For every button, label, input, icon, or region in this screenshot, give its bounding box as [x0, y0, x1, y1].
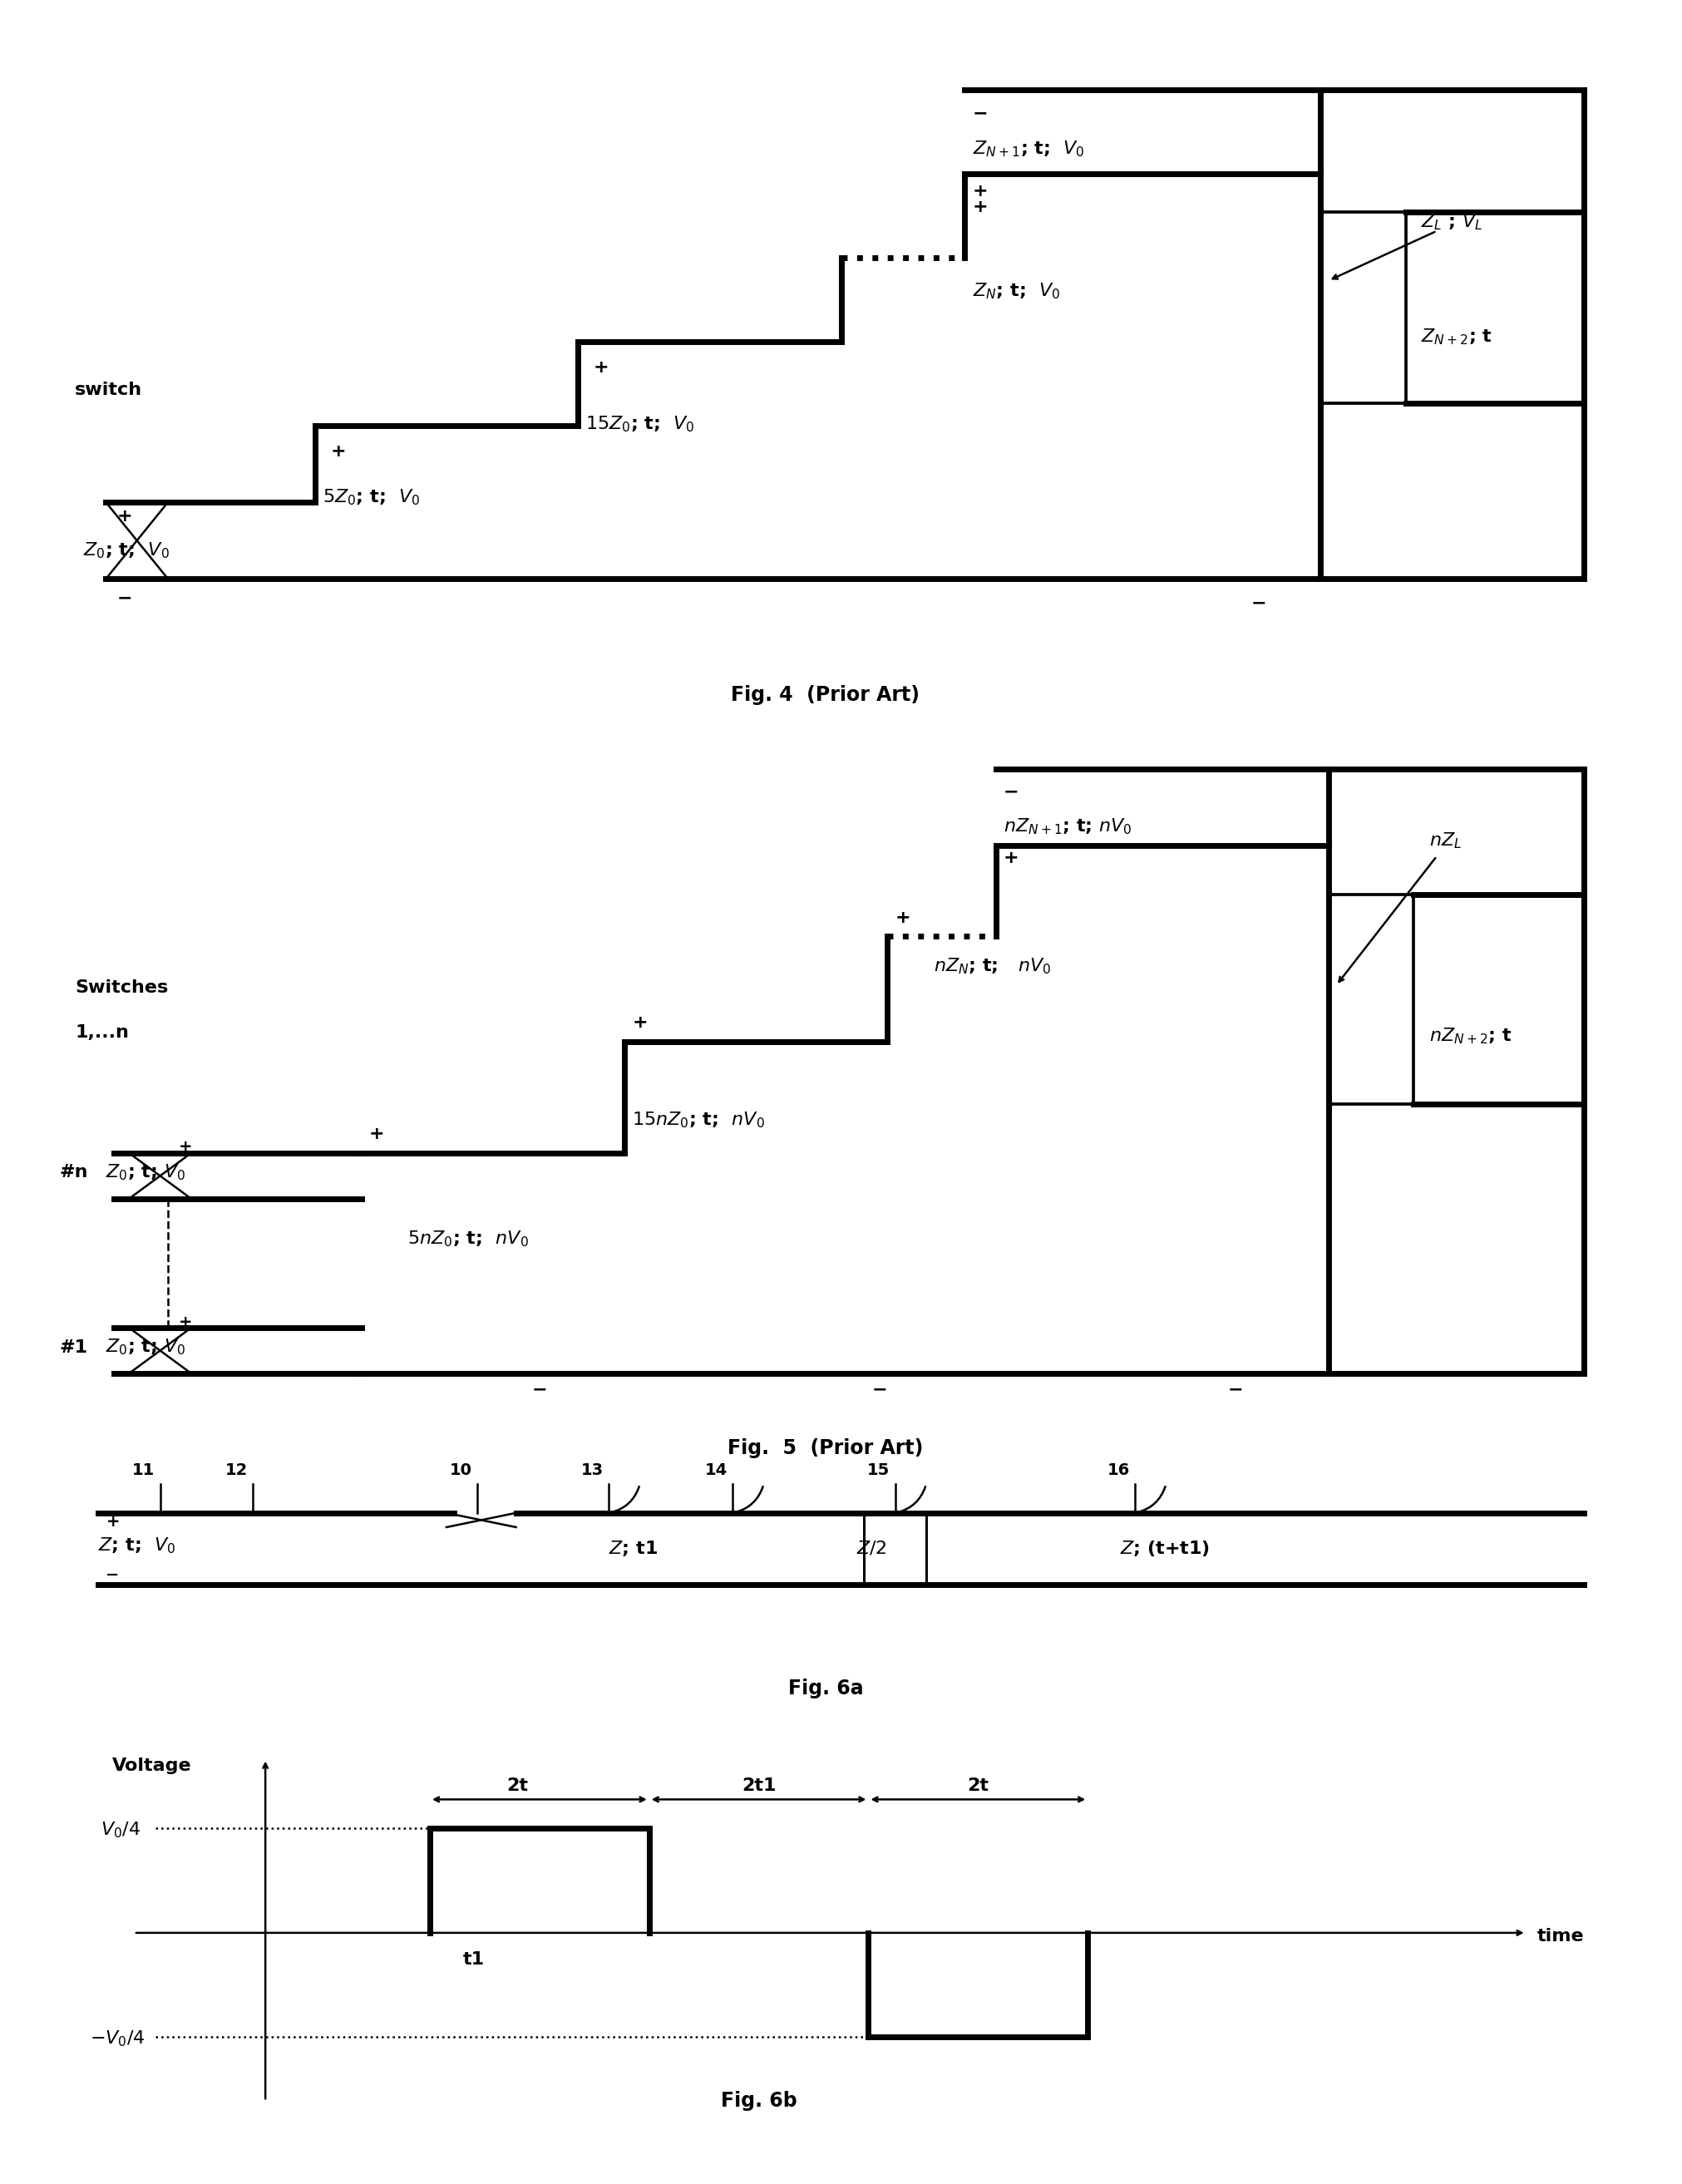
Text: $Z$; (t+t1): $Z$; (t+t1): [1120, 1538, 1209, 1557]
Text: +: +: [116, 509, 133, 524]
Text: Fig.  5  (Prior Art): Fig. 5 (Prior Art): [728, 1437, 923, 1459]
Text: switch: switch: [76, 382, 143, 400]
Text: $nZ_{N+2}$; t: $nZ_{N+2}$; t: [1430, 1026, 1512, 1046]
Text: 13: 13: [580, 1463, 604, 1479]
Text: 2t: 2t: [506, 1778, 528, 1793]
Text: $Z$; t;  $V_0$: $Z$; t; $V_0$: [98, 1535, 177, 1555]
Text: −: −: [1251, 594, 1267, 612]
Text: Fig. 6b: Fig. 6b: [720, 2090, 797, 2112]
Text: time: time: [1537, 1928, 1584, 1946]
Text: +: +: [895, 909, 910, 926]
Text: $Z_0$; t; $V_0$: $Z_0$; t; $V_0$: [106, 1162, 187, 1182]
Text: $Z_{N+2}$; t: $Z_{N+2}$; t: [1421, 328, 1492, 347]
Text: $5nZ_0$; t;  $nV_0$: $5nZ_0$; t; $nV_0$: [407, 1230, 528, 1249]
Text: $Z_0$; t;  $V_0$: $Z_0$; t; $V_0$: [82, 542, 170, 561]
Text: 12: 12: [225, 1463, 247, 1479]
Bar: [865, 1514, 927, 1583]
Text: $nZ_N$; t;   $nV_0$: $nZ_N$; t; $nV_0$: [934, 957, 1051, 976]
Text: −: −: [532, 1380, 547, 1398]
Text: −: −: [1004, 784, 1019, 799]
Bar: [1329, 895, 1413, 1105]
Text: $15Z_0$; t;  $V_0$: $15Z_0$; t; $V_0$: [585, 415, 695, 435]
Text: +: +: [1004, 850, 1019, 867]
Text: #1: #1: [59, 1339, 87, 1356]
Text: +: +: [972, 199, 987, 216]
Text: −: −: [972, 105, 987, 122]
Text: $Z_L$ ; $V_L$: $Z_L$ ; $V_L$: [1421, 212, 1484, 232]
Text: 10: 10: [449, 1463, 473, 1479]
Text: $Z_0$; t; $V_0$: $Z_0$; t; $V_0$: [106, 1337, 187, 1356]
Text: $5Z_0$; t;  $V_0$: $5Z_0$; t; $V_0$: [323, 487, 420, 507]
Text: −: −: [178, 1190, 192, 1208]
Text: $V_0/4$: $V_0/4$: [101, 1821, 141, 1841]
Text: $Z_{N+1}$; t;  $V_0$: $Z_{N+1}$; t; $V_0$: [972, 140, 1085, 159]
Text: Voltage: Voltage: [113, 1758, 192, 1773]
Text: Fig. 6a: Fig. 6a: [787, 1677, 863, 1699]
Text: $Z_N$; t;  $V_0$: $Z_N$; t; $V_0$: [972, 282, 1060, 301]
Text: 11: 11: [133, 1463, 155, 1479]
Text: #n: #n: [59, 1164, 87, 1182]
Text: t1: t1: [463, 1952, 484, 1968]
Bar: [1320, 212, 1406, 402]
Text: $nZ_L$: $nZ_L$: [1430, 830, 1462, 850]
Text: −: −: [116, 590, 133, 607]
Text: +: +: [368, 1127, 385, 1142]
Text: +: +: [178, 1140, 192, 1155]
Text: $nZ_{N+1}$; t; $nV_0$: $nZ_{N+1}$; t; $nV_0$: [1004, 817, 1132, 836]
Text: +: +: [594, 358, 609, 376]
Text: Switches: Switches: [76, 978, 168, 996]
Text: +: +: [178, 1315, 192, 1330]
Text: $Z$; t1: $Z$; t1: [609, 1538, 658, 1557]
Text: $Z/2$: $Z/2$: [856, 1540, 886, 1557]
Text: −: −: [1228, 1380, 1243, 1398]
Text: +: +: [106, 1514, 119, 1529]
Text: −: −: [106, 1568, 119, 1583]
Text: −: −: [871, 1380, 888, 1398]
Text: 1,...n: 1,...n: [76, 1024, 130, 1042]
Text: $-V_0/4$: $-V_0/4$: [89, 2029, 145, 2049]
Text: +: +: [632, 1013, 648, 1031]
Text: 16: 16: [1107, 1463, 1130, 1479]
Text: 15: 15: [868, 1463, 890, 1479]
Text: 2t: 2t: [967, 1778, 989, 1793]
Text: 14: 14: [705, 1463, 728, 1479]
Text: $15nZ_0$; t;  $nV_0$: $15nZ_0$; t; $nV_0$: [632, 1109, 765, 1129]
Text: Fig. 4  (Prior Art): Fig. 4 (Prior Art): [732, 686, 920, 705]
Text: −: −: [178, 1365, 192, 1382]
Text: 2t1: 2t1: [742, 1778, 775, 1793]
Text: +: +: [972, 183, 987, 201]
Text: +: +: [330, 443, 346, 461]
